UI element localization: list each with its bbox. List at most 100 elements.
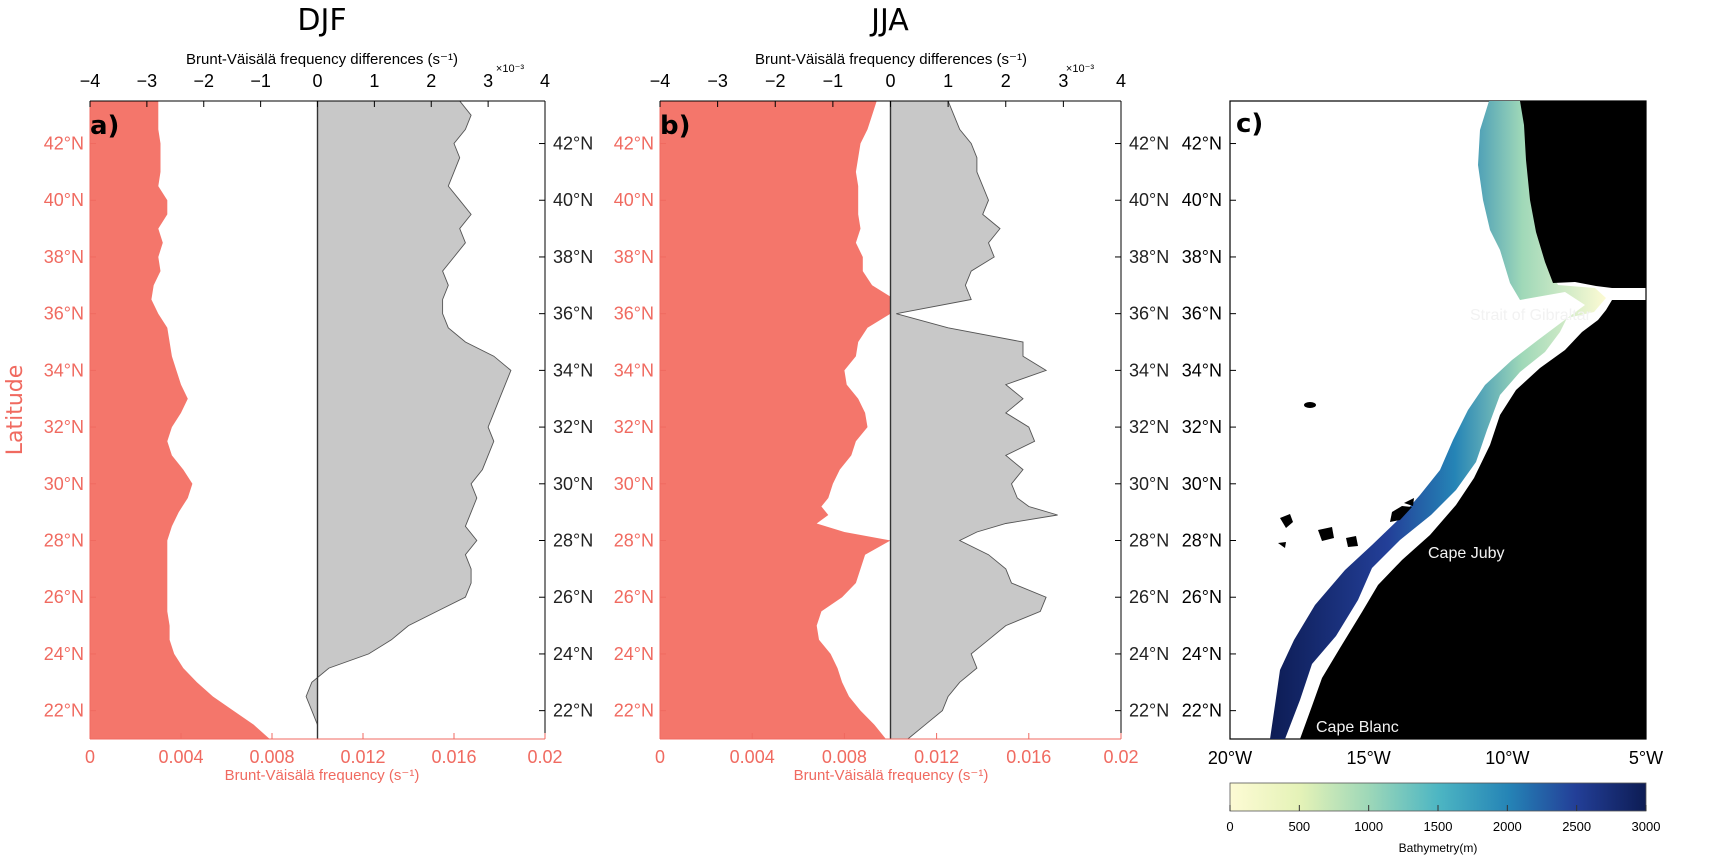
diff-series-fill — [890, 100, 1058, 740]
map-lat-label: 30°N — [1182, 474, 1222, 494]
panel-a-ylabel: Latitude — [3, 365, 28, 456]
colorbar-tick-label: 0 — [1226, 819, 1233, 834]
bottom-tick-label: 0 — [85, 747, 95, 767]
top-tick-label: −2 — [765, 71, 786, 91]
bottom-tick-label: 0 — [655, 747, 665, 767]
right-lat-label: 32°N — [553, 417, 593, 437]
top-tick-label: −3 — [707, 71, 728, 91]
left-lat-label: 24°N — [614, 644, 654, 664]
panel-a-plot-area — [90, 100, 512, 739]
right-lat-label: 36°N — [1129, 304, 1169, 324]
bottom-tick-label: 0.016 — [1006, 747, 1051, 767]
island-el-hierro — [1278, 542, 1286, 548]
right-lat-label: 42°N — [553, 134, 593, 154]
map-lat-ticks: 22°N 24°N 26°N 28°N 30°N 32°N 34°N 36°N 38°N 40°N… — [1182, 134, 1236, 721]
panel-a-bottom-xlabel: Brunt-Väisälä frequency (s⁻¹) — [225, 767, 420, 784]
left-lat-label: 40°N — [614, 190, 654, 210]
island-tenerife — [1318, 527, 1334, 541]
island-fuerteventura — [1390, 506, 1412, 522]
map-lat-label: 36°N — [1182, 304, 1222, 324]
left-lat-label: 40°N — [44, 190, 84, 210]
right-lat-label: 26°N — [553, 587, 593, 607]
panel-b-top-ticks: −4 −3 −2 −1 0 1 2 3 4 — [650, 71, 1126, 107]
left-lat-label: 42°N — [44, 134, 84, 154]
top-tick-label: −1 — [250, 71, 271, 91]
right-lat-label: 28°N — [553, 531, 593, 551]
panel-b-bottom-ticks: 0 0.004 0.008 0.012 0.016 0.02 — [655, 733, 1139, 767]
colorbar-tick-label: 500 — [1288, 819, 1310, 834]
left-lat-label: 38°N — [44, 247, 84, 267]
panel-a-right-lat-ticks: 22°N 24°N 26°N 28°N 30°N 32°N 34°N 36°N 38°N 40°N… — [539, 134, 593, 721]
left-lat-label: 42°N — [614, 134, 654, 154]
top-tick-label: −1 — [823, 71, 844, 91]
left-lat-label: 38°N — [614, 247, 654, 267]
right-lat-label: 42°N — [1129, 134, 1169, 154]
map-lat-label: 38°N — [1182, 247, 1222, 267]
top-tick-label: 0 — [885, 71, 895, 91]
panel-b: JJA Brunt-Väisälä frequency differences … — [614, 3, 1169, 784]
top-tick-label: −2 — [193, 71, 214, 91]
colorbar-tick-label: 1500 — [1424, 819, 1453, 834]
panel-c-label: c) — [1236, 109, 1263, 139]
top-tick-label: 3 — [1058, 71, 1068, 91]
bottom-tick-label: 0.02 — [527, 747, 562, 767]
bottom-tick-label: 0.004 — [730, 747, 775, 767]
panel-b-bottom-xlabel: Brunt-Väisälä frequency (s⁻¹) — [794, 767, 989, 784]
bottom-tick-label: 0.012 — [914, 747, 959, 767]
right-lat-label: 38°N — [1129, 247, 1169, 267]
colorbar-label: Bathymetry(m) — [1399, 841, 1478, 855]
left-lat-label: 26°N — [44, 587, 84, 607]
top-tick-label: 3 — [483, 71, 493, 91]
bottom-tick-label: 0.004 — [158, 747, 203, 767]
panel-b-label: b) — [660, 111, 691, 141]
panel-a: DJF Brunt-Väisälä frequency differences … — [3, 3, 593, 784]
panel-b-plot-area — [660, 100, 1058, 740]
panel-a-frame — [89, 100, 546, 740]
right-lat-label: 40°N — [1129, 190, 1169, 210]
right-lat-label: 30°N — [553, 474, 593, 494]
colorbar-ticks: 0 500 1000 1500 2000 2500 3000 — [1226, 805, 1660, 834]
map-lat-label: 28°N — [1182, 531, 1222, 551]
map-lat-label: 24°N — [1182, 644, 1222, 664]
island-la-palma — [1280, 514, 1293, 528]
freq-series-fill — [660, 101, 896, 739]
right-lat-label: 26°N — [1129, 587, 1169, 607]
left-lat-label: 34°N — [614, 360, 654, 380]
map-land — [1300, 101, 1646, 739]
map-shelf-band — [1270, 101, 1606, 739]
panel-a-left-lat-ticks: 22°N 24°N 26°N 28°N 30°N 32°N 34°N 36°N 38°N 40°N… — [44, 134, 96, 721]
top-tick-label: 0 — [312, 71, 322, 91]
left-lat-label: 28°N — [44, 531, 84, 551]
colorbar-tick-label: 1000 — [1354, 819, 1383, 834]
panel-c-map: 22°N 24°N 26°N 28°N 30°N 32°N 34°N 36°N 38°N 40°N… — [1182, 100, 1663, 855]
map-lat-label: 34°N — [1182, 360, 1222, 380]
island-gran-canaria — [1346, 536, 1358, 547]
map-lon-ticks: 20°W 15°W 10°W 5°W — [1208, 733, 1663, 768]
left-lat-label: 30°N — [614, 474, 654, 494]
label-strait-of-gibraltar: Strait of Gibraltar — [1470, 307, 1592, 324]
top-tick-label: 4 — [1116, 71, 1126, 91]
left-lat-label: 32°N — [614, 417, 654, 437]
map-lat-label: 26°N — [1182, 587, 1222, 607]
panel-b-top-exponent: ×10⁻³ — [1066, 63, 1094, 75]
panel-a-top-exponent: ×10⁻³ — [496, 63, 524, 75]
left-lat-label: 22°N — [44, 701, 84, 721]
left-lat-label: 30°N — [44, 474, 84, 494]
right-lat-label: 38°N — [553, 247, 593, 267]
right-lat-label: 28°N — [1129, 531, 1169, 551]
right-lat-label: 34°N — [553, 360, 593, 380]
colorbar-tick-label: 2500 — [1562, 819, 1591, 834]
right-lat-label: 36°N — [553, 304, 593, 324]
panel-a-label: a) — [90, 111, 119, 141]
top-tick-label: 4 — [540, 71, 550, 91]
panel-a-top-ticks: −4 −3 −2 −1 0 1 2 3 4 — [80, 71, 550, 107]
panel-a-top-xlabel: Brunt-Väisälä frequency differences (s⁻¹… — [186, 51, 458, 68]
top-tick-label: 2 — [1001, 71, 1011, 91]
map-lon-label: 5°W — [1629, 748, 1663, 768]
bottom-tick-label: 0.012 — [340, 747, 385, 767]
right-lat-label: 22°N — [553, 701, 593, 721]
panel-a-bottom-ticks: 0 0.004 0.008 0.012 0.016 0.02 — [85, 733, 563, 767]
map-lon-label: 15°W — [1347, 748, 1391, 768]
top-tick-label: −4 — [80, 71, 101, 91]
